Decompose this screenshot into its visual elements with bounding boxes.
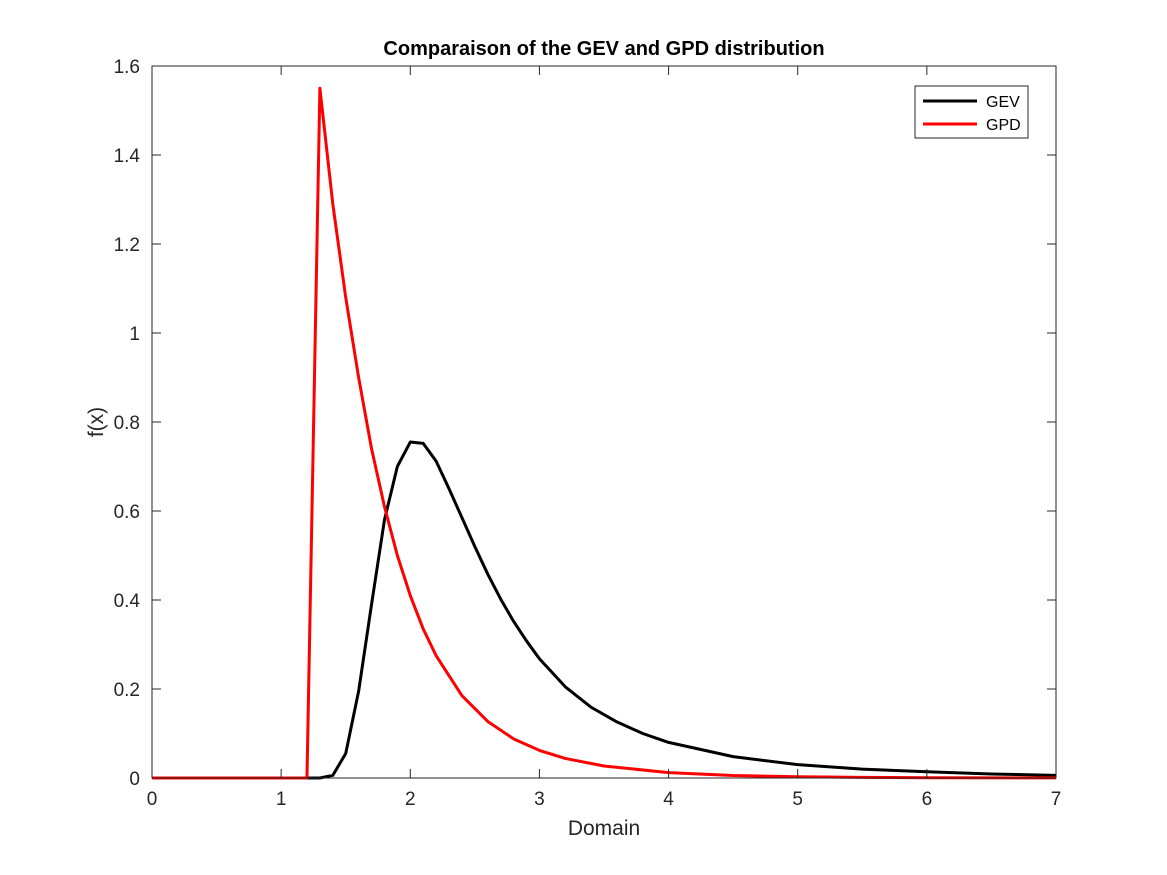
x-tick-label: 0 — [147, 789, 158, 810]
x-tick-label: 3 — [534, 789, 545, 810]
x-tick-label: 2 — [405, 789, 416, 810]
chart-title: Comparaison of the GEV and GPD distribut… — [383, 38, 824, 60]
legend-label-gev: GEV — [986, 94, 1020, 111]
x-tick-label: 5 — [792, 789, 803, 810]
y-tick-label: 1.2 — [114, 235, 140, 256]
legend-label-gpd: GPD — [986, 117, 1021, 134]
y-tick-label: 1.4 — [114, 146, 141, 167]
x-tick-label: 6 — [922, 789, 933, 810]
series-layer — [152, 86, 1057, 780]
y-tick-label: 0.4 — [114, 591, 141, 612]
x-tick-label: 4 — [663, 789, 674, 810]
y-tick-label: 1.6 — [114, 57, 140, 78]
axes-layer: 0 1 2 3 4 5 6 7 0 0.2 0.4 0.6 0.8 1 1.2 1.4 1.6 — [114, 57, 1062, 810]
x-tick-label: 1 — [276, 789, 287, 810]
y-axis-label: f(x) — [85, 407, 108, 437]
y-tick-label: 0.8 — [114, 413, 140, 434]
x-tick-label: 7 — [1051, 789, 1062, 810]
series-line-gpd — [152, 86, 1057, 780]
y-tick-label: 0.2 — [114, 680, 140, 701]
y-tick-label: 0 — [129, 769, 140, 790]
y-tick-label: 1 — [129, 324, 140, 345]
y-tick-label: 0.6 — [114, 502, 140, 523]
x-axis-label: Domain — [568, 817, 640, 840]
plot-area — [152, 66, 1056, 778]
legend: GEV GPD — [914, 85, 1029, 139]
series-line-gev — [152, 440, 1057, 780]
legend-box — [914, 85, 1029, 139]
